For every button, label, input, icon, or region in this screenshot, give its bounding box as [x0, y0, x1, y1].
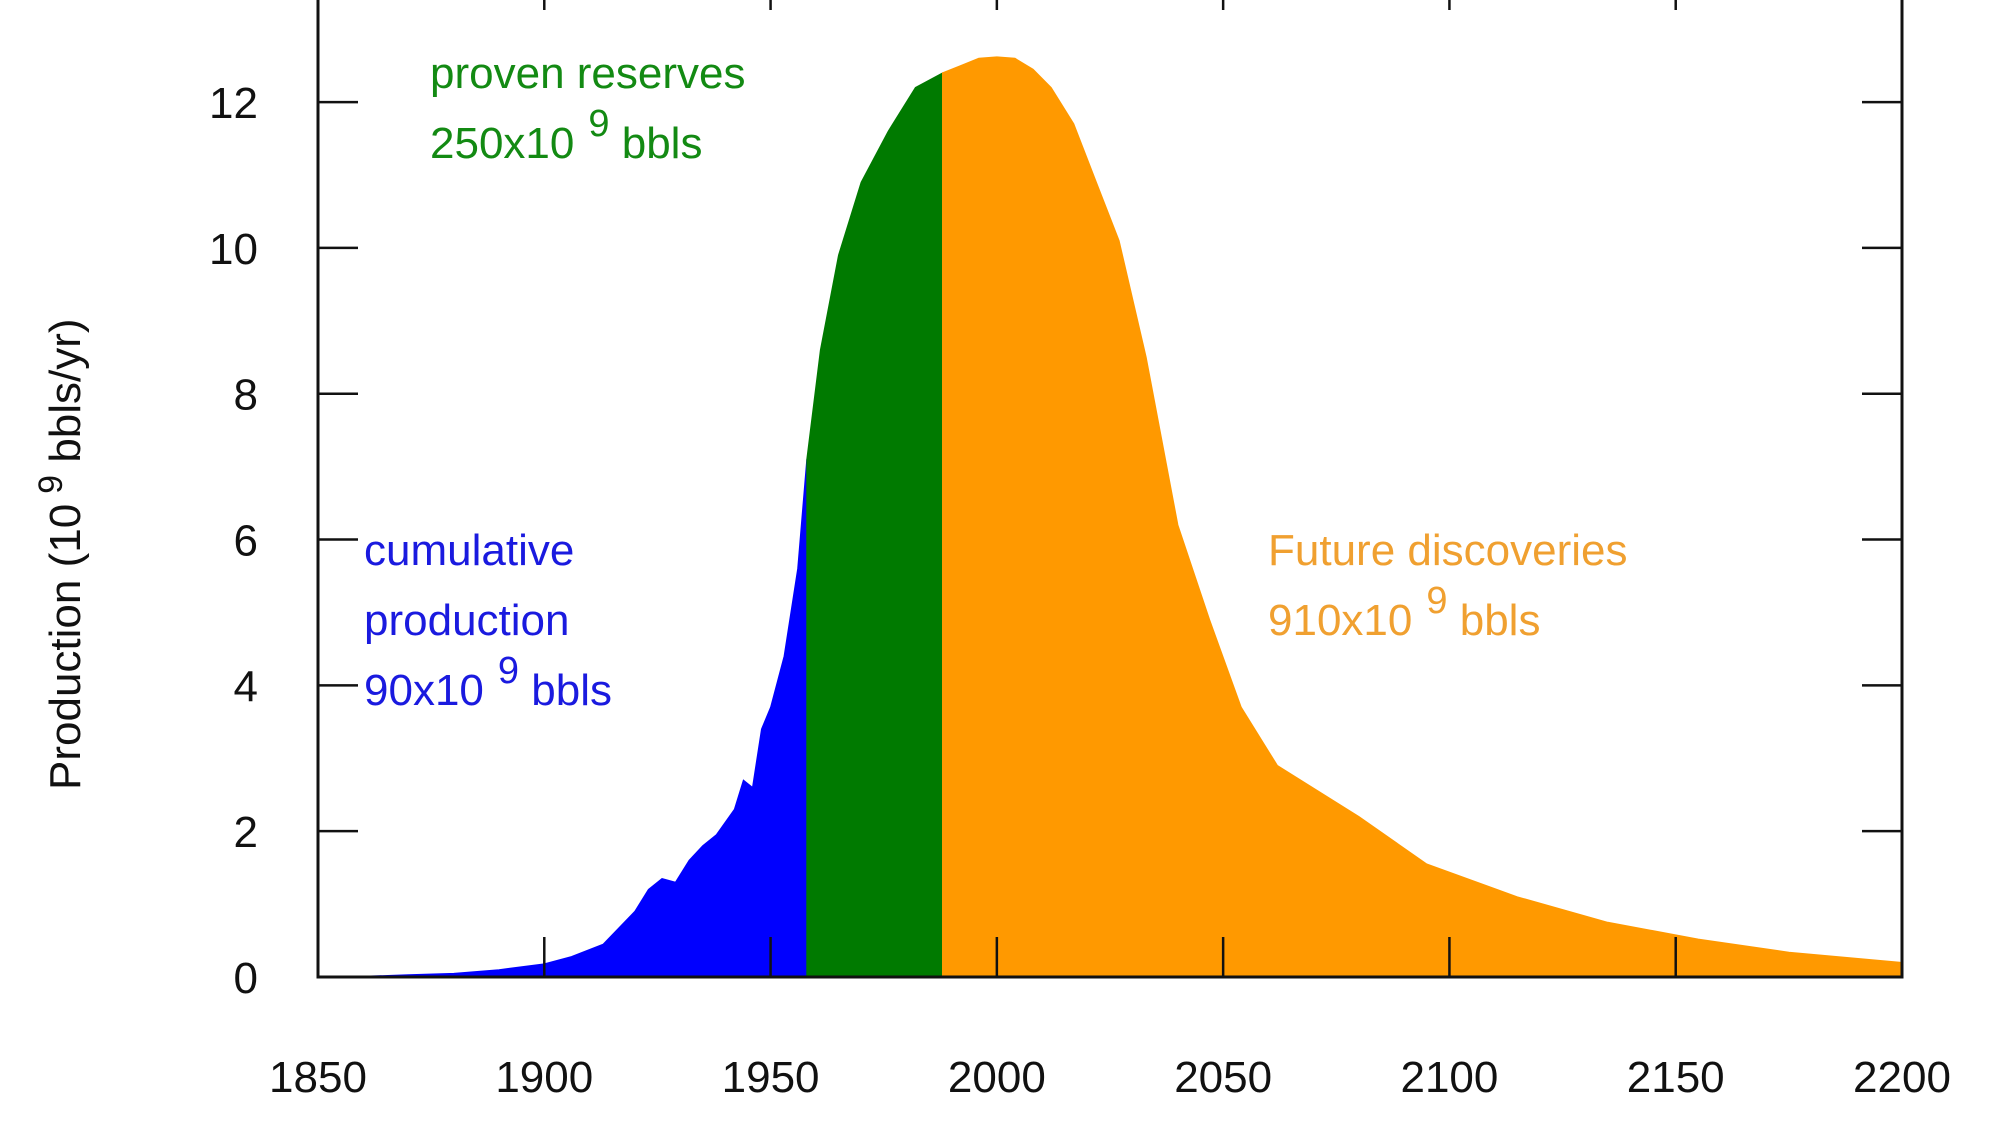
annotation-future: Future discoveries 910x10 9 bbls [1268, 526, 1627, 645]
y-tick-label: 4 [234, 662, 258, 711]
y-axis-title: Production (10 9 bbls/yr) [32, 318, 90, 790]
area-segment-proven-reserves [806, 72, 943, 978]
y-axis-title-prefix: Production (10 [41, 504, 90, 790]
annotation-amount: 90x10 9 bbls [364, 650, 612, 715]
area-segment-future-discoveries [942, 56, 1903, 978]
x-tick-label: 1950 [722, 1053, 820, 1102]
x-tick-label: 2050 [1174, 1053, 1272, 1102]
y-tick-label: 12 [209, 79, 258, 128]
x-tick-label: 1900 [495, 1053, 593, 1102]
plot-frame [316, 0, 1904, 979]
annotation-line: Future discoveries [1268, 526, 1627, 575]
area-segment-cumulative-production [317, 459, 808, 978]
annotation-amount-exponent: 9 [1426, 580, 1447, 622]
annotation-cumulative: cumulative production 90x10 9 bbls [364, 526, 612, 715]
y-axis-title-exponent: 9 [32, 475, 70, 494]
annotation-amount-exponent: 9 [498, 650, 519, 692]
annotation-amount: 910x10 9 bbls [1268, 580, 1540, 645]
x-tick-label: 2100 [1400, 1053, 1498, 1102]
annotation-line: production [364, 596, 569, 645]
annotation-line: proven reserves [430, 49, 745, 98]
y-tick-label: 10 [209, 225, 258, 274]
y-tick-label: 8 [234, 371, 258, 420]
annotation-amount-exponent: 9 [588, 103, 609, 145]
area-series-group [317, 56, 1903, 978]
y-tick-label: 0 [234, 954, 258, 1003]
annotation-amount-base: 90x10 [364, 666, 484, 715]
x-tick-label: 2000 [948, 1053, 1046, 1102]
annotation-line: cumulative [364, 526, 574, 575]
annotation-amount-base: 910x10 [1268, 596, 1412, 645]
annotation-amount-unit: bbls [610, 119, 703, 168]
annotation-amount: 250x10 9 bbls [430, 103, 702, 168]
annotation-amount-unit: bbls [519, 666, 612, 715]
y-tick-label: 2 [234, 808, 258, 857]
tick-labels-group: 1850 1900 1950 2000 2050 2100 2150 2200 0 2 4 6 8 10 1… [32, 79, 1951, 1102]
y-tick-label: 6 [234, 517, 258, 566]
annotation-proven: proven reserves 250x10 9 bbls [430, 49, 745, 168]
x-tick-label: 2200 [1853, 1053, 1951, 1102]
annotation-amount-unit: bbls [1448, 596, 1541, 645]
annotation-amount-base: 250x10 [430, 119, 574, 168]
x-tick-label: 2150 [1627, 1053, 1725, 1102]
y-axis-title-suffix: bbls/yr) [41, 318, 90, 474]
x-tick-label: 1850 [269, 1053, 367, 1102]
